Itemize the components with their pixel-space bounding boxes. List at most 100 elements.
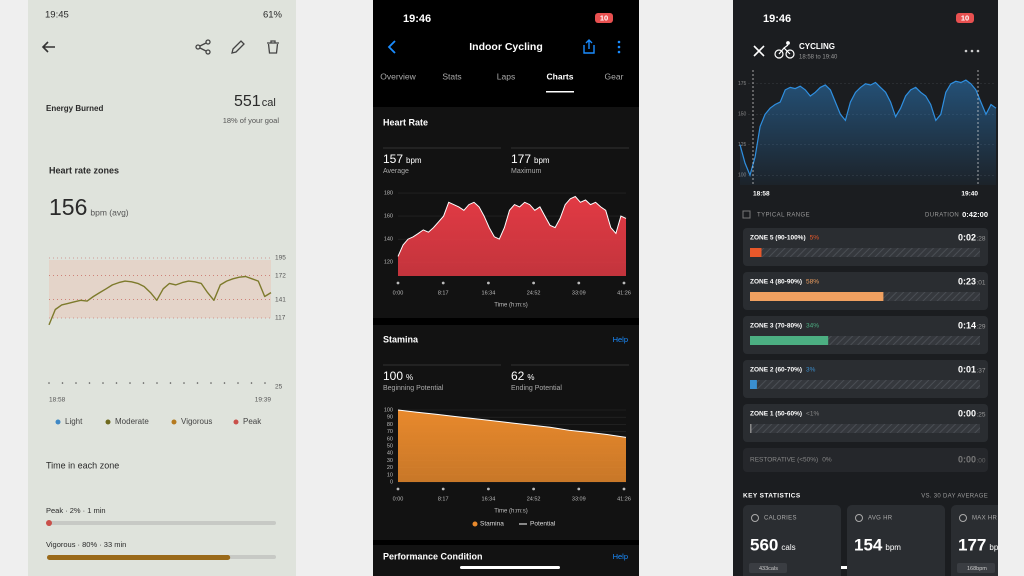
stat-card: [743, 505, 841, 576]
x-tick-dot: [622, 281, 626, 285]
y-tick-label: 180: [384, 191, 393, 197]
zone-seconds: :01: [977, 280, 986, 287]
timeline-dot: [223, 382, 226, 384]
timeline-dot: [48, 382, 50, 384]
stat-unit: bpm: [406, 156, 422, 165]
zone-time: 0:14: [958, 320, 976, 330]
zone-seconds: :37: [977, 368, 986, 375]
legend-swatch: [55, 419, 61, 425]
y-tick-label: 120: [384, 260, 393, 266]
x-tick-label: 33:09: [572, 290, 586, 296]
more-button[interactable]: [617, 40, 621, 54]
stat-label: Beginning Potential: [383, 385, 444, 392]
legend-label: Moderate: [115, 417, 149, 426]
tab[interactable]: Charts: [547, 71, 574, 81]
zone-time: 0:01: [958, 364, 976, 374]
chart-area: [398, 196, 626, 276]
back-button[interactable]: [387, 40, 396, 54]
zone-seconds: :29: [977, 324, 986, 331]
zone-bar: [750, 424, 752, 433]
x-tick-dot: [487, 281, 490, 285]
tab[interactable]: Gear: [605, 71, 624, 81]
stat-card-unit: cals: [781, 543, 795, 552]
zone-percent: 58%: [806, 279, 819, 286]
restorative-card: [743, 448, 988, 472]
stat-card-icon: [751, 514, 759, 522]
status-time: 19:46: [403, 13, 431, 25]
zone-track: [750, 424, 980, 433]
stat-card-unit: bpm: [989, 543, 1005, 552]
delete-button[interactable]: [267, 40, 279, 54]
x-tick-label: 8:17: [438, 290, 449, 296]
stat-card-average: 168bpm: [967, 566, 987, 572]
zone-bar: [750, 336, 829, 345]
x-tick-dot: [441, 487, 445, 491]
timeline-dot: [237, 382, 239, 384]
y-tick-label: 141: [275, 296, 286, 303]
stat-card-label: MAX HR: [972, 516, 998, 522]
home-indicator: [460, 566, 560, 569]
zone-dot: [46, 520, 52, 526]
zone-bar: [47, 555, 231, 560]
y-tick-label: 90: [387, 415, 393, 421]
left-screen: 19:45 61% Energy Burned 551 cal 18% of your g…: [28, 0, 296, 576]
stat-card-value: 560: [750, 535, 778, 554]
zone-bar: [750, 380, 757, 389]
close-button[interactable]: [753, 45, 765, 57]
zone-percent: 34%: [806, 323, 819, 330]
zone-time: 0:23: [958, 276, 976, 286]
stat-card: [951, 505, 998, 576]
zone-name: ZONE 3 (70-80%): [750, 323, 802, 330]
typical-range-icon: [742, 210, 751, 219]
edit-button[interactable]: [231, 40, 245, 54]
timeline-dot: [75, 382, 77, 384]
stat-card-label: CALORIES: [764, 516, 797, 522]
chart-area: [398, 410, 626, 482]
stat-unit: bpm: [534, 156, 550, 165]
zone-percent: 5%: [810, 235, 820, 242]
share-button[interactable]: [583, 39, 595, 54]
timeline-dot: [264, 382, 266, 384]
more-button[interactable]: [964, 49, 980, 53]
x-axis-title: Time (h:m:s): [494, 303, 527, 309]
timeline-dot: [88, 382, 91, 384]
back-button[interactable]: [41, 41, 55, 53]
zone-track: [750, 336, 980, 345]
stat-value: 62: [511, 369, 525, 383]
heart-rate-avg: 156: [49, 194, 87, 220]
x-tick-label: 33:09: [572, 496, 586, 502]
zone-card: [743, 316, 988, 354]
x-tick-dot: [577, 281, 581, 285]
share-button[interactable]: [195, 39, 211, 55]
stat-card-unit: bpm: [885, 543, 901, 552]
legend-swatch: [472, 521, 478, 527]
y-tick-label: 195: [275, 255, 286, 262]
zone-card: [743, 272, 988, 310]
x-tick-label: 41:26: [617, 496, 631, 502]
zone-label: Peak · 2% · 1 min: [46, 506, 106, 515]
activity-name: CYCLING: [799, 42, 835, 51]
zone-percent: <1%: [806, 411, 819, 418]
zone-track: [750, 380, 980, 389]
stat-card-label: AVG HR: [868, 516, 893, 522]
help-link[interactable]: Help: [613, 335, 628, 344]
duration-value: 0:42:00: [962, 210, 988, 219]
y-tick-label: 40: [387, 451, 393, 457]
tab[interactable]: Laps: [497, 71, 515, 81]
zone-percent: 3%: [806, 367, 816, 374]
x-tick-label: 0:00: [393, 496, 404, 502]
zone-track: [47, 521, 276, 525]
zone-card: [743, 360, 988, 398]
x-tick-dot: [532, 487, 535, 491]
tab[interactable]: Overview: [380, 71, 416, 81]
zone-band: [49, 260, 271, 318]
stat-card: [847, 505, 945, 576]
timeline-dot: [169, 382, 172, 384]
x-tick-dot: [577, 487, 581, 491]
help-link[interactable]: Help: [613, 552, 628, 561]
key-stats-compare: VS. 30 DAY AVERAGE: [921, 494, 988, 500]
tab[interactable]: Stats: [442, 71, 461, 81]
x-tick-label: 24:52: [527, 496, 541, 502]
chart-area: [740, 80, 996, 185]
